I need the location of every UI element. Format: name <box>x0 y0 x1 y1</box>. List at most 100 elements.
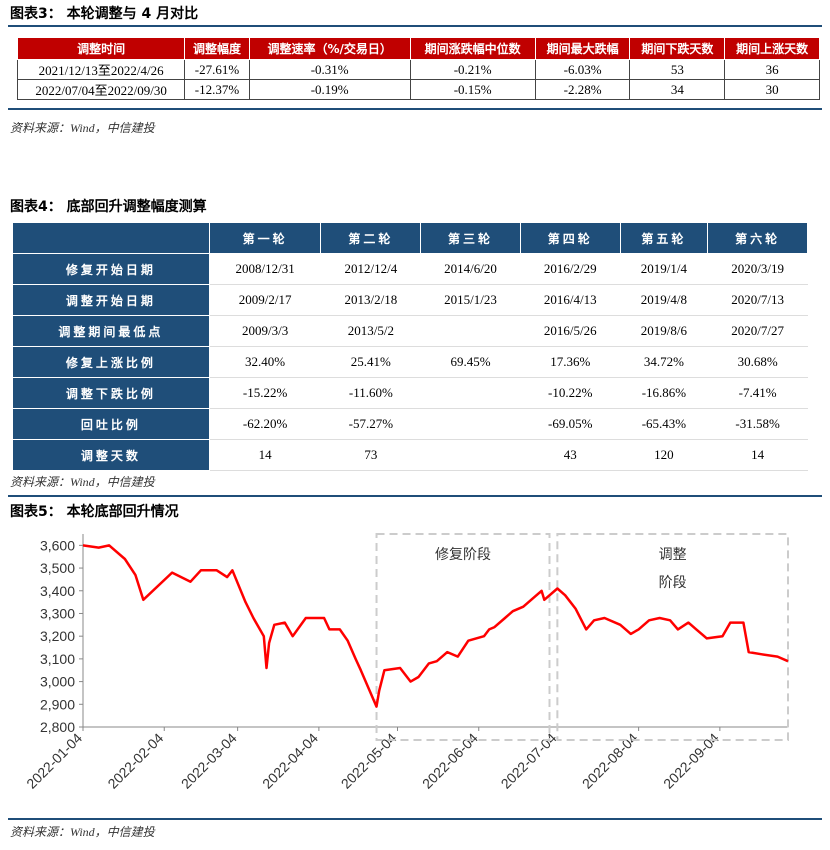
source: 资料来源：Wind，中信建投 <box>10 121 155 135</box>
header-cell: 第四轮 <box>519 222 621 254</box>
series-line <box>82 544 789 708</box>
cell: 2021/12/13至2022/4/26 <box>16 59 186 80</box>
cell: -10.22% <box>519 377 621 409</box>
cell <box>420 377 521 409</box>
cell: 53 <box>629 59 726 80</box>
rule <box>8 818 822 820</box>
cell: 2019/4/8 <box>619 284 709 316</box>
header-cell: 调整速率（%/交易日） <box>248 37 411 60</box>
row: 调整天数 14 73 43 120 14 <box>12 439 808 471</box>
cell: -69.05% <box>519 408 621 440</box>
cell: 2016/2/29 <box>519 253 621 285</box>
fig5-title: 图表5： 本轮底部回升情况 <box>10 504 179 520</box>
x-tick-label: 2022-09-04 <box>660 730 722 792</box>
cell: -11.60% <box>320 377 422 409</box>
x-tick-label: 2022-05-04 <box>338 730 400 792</box>
cell: -7.41% <box>707 377 808 409</box>
x-tick-label: 2022-08-04 <box>579 730 641 792</box>
stage-box <box>556 533 790 741</box>
row: 回吐比例 -62.20% -57.27% -69.05% -65.43% -31.58% <box>12 408 808 440</box>
cell: -2.28% <box>534 79 631 100</box>
cell: 2012/12/4 <box>320 253 422 285</box>
row: 调整期间最低点 2009/3/3 2013/5/2 2016/5/26 2019/8/6… <box>12 315 808 347</box>
row-label: 调整开始日期 <box>12 284 210 316</box>
cell <box>420 439 521 471</box>
annotation: 调整 <box>659 546 687 562</box>
row: 调整下跌比例 -15.22% -11.60% -10.22% -16.86% -7.41% <box>12 377 808 409</box>
header-cell: 期间上涨天数 <box>724 37 820 60</box>
cell: 36 <box>724 59 820 80</box>
header-cell: 期间下跌天数 <box>629 37 726 60</box>
cell: 30.68% <box>707 346 808 378</box>
cell: 14 <box>707 439 808 471</box>
header-cell: 调整幅度 <box>184 37 250 60</box>
rule <box>8 25 822 27</box>
cell: -12.37% <box>184 79 250 100</box>
table-fig3: 调整时间 调整幅度 调整速率（%/交易日） 期间涨跌幅中位数 期间最大跌幅 期间下跌天数期… <box>16 37 820 100</box>
y-tick-label: 3,200 <box>40 628 75 644</box>
header-cell: 调整时间 <box>16 37 186 60</box>
cell: -16.86% <box>619 377 709 409</box>
header-cell: 第三轮 <box>420 222 521 254</box>
cell: 2020/3/19 <box>707 253 808 285</box>
cell: 32.40% <box>208 346 322 378</box>
y-tick-label: 3,000 <box>40 674 75 690</box>
y-tick-label: 3,100 <box>40 651 75 667</box>
cell <box>420 408 521 440</box>
cell: 2016/5/26 <box>519 315 621 347</box>
cell: 69.45% <box>420 346 521 378</box>
row: 2021/12/13至2022/4/26 -27.61% -0.31% -0.21% -… <box>16 59 820 80</box>
cell: -62.20% <box>208 408 322 440</box>
row: 2022/07/04至2022/09/30 -12.37% -0.19% -0.15%… <box>16 79 820 100</box>
cell: 2016/4/13 <box>519 284 621 316</box>
cell: -31.58% <box>707 408 808 440</box>
cell: 17.36% <box>519 346 621 378</box>
cell: -0.21% <box>409 59 536 80</box>
table-fig4: 第一轮 第二轮 第三轮 第四轮 第五轮 第六轮 修复开始日期 2008/12/31 2012/1… <box>12 222 808 471</box>
row-label: 调整下跌比例 <box>12 377 210 409</box>
row-label: 调整期间最低点 <box>12 315 210 347</box>
fig4-title: 图表4： 底部回升调整幅度测算 <box>10 199 207 215</box>
stage-box <box>375 533 551 741</box>
cell: 30 <box>724 79 820 100</box>
row-label: 回吐比例 <box>12 408 210 440</box>
corner <box>12 222 210 254</box>
rule <box>8 108 822 110</box>
header-cell: 第一轮 <box>208 222 322 254</box>
header-row: 第一轮 第二轮 第三轮 第四轮 第五轮 第六轮 <box>12 222 808 254</box>
cell: -65.43% <box>619 408 709 440</box>
cell: -6.03% <box>534 59 631 80</box>
fig3-title: 图表3： 本轮调整与 4 月对比 <box>10 6 199 22</box>
y-tick-label: 3,300 <box>40 605 75 621</box>
cell: 2020/7/27 <box>707 315 808 347</box>
source: 资料来源：Wind，中信建投 <box>10 475 155 489</box>
x-tick-label: 2022-03-04 <box>178 730 240 792</box>
cell <box>420 315 521 347</box>
header-cell: 第二轮 <box>320 222 422 254</box>
cell: -0.19% <box>248 79 411 100</box>
header-row: 调整时间 调整幅度 调整速率（%/交易日） 期间涨跌幅中位数 期间最大跌幅 期间下跌天数期… <box>16 37 820 60</box>
cell: 2014/6/20 <box>420 253 521 285</box>
x-tick-label: 2022-04-04 <box>259 730 321 792</box>
row-label: 修复开始日期 <box>12 253 210 285</box>
cell: 34 <box>629 79 726 100</box>
cell: 25.41% <box>320 346 422 378</box>
cell: 2022/07/04至2022/09/30 <box>16 79 186 100</box>
cell: 2015/1/23 <box>420 284 521 316</box>
cell: 2009/3/3 <box>208 315 322 347</box>
cell: 2013/2/18 <box>320 284 422 316</box>
cell: 43 <box>519 439 621 471</box>
cell: -0.31% <box>248 59 411 80</box>
row-label: 调整天数 <box>12 439 210 471</box>
rule <box>8 495 822 497</box>
source: 资料来源：Wind，中信建投 <box>10 825 155 839</box>
cell: 34.72% <box>619 346 709 378</box>
annotation: 阶段 <box>659 574 687 590</box>
y-tick-label: 2,900 <box>40 696 75 712</box>
cell: 73 <box>320 439 422 471</box>
header-cell: 期间最大跌幅 <box>534 37 631 60</box>
x-tick-label: 2022-06-04 <box>419 730 481 792</box>
cell: 120 <box>619 439 709 471</box>
cell: 2019/1/4 <box>619 253 709 285</box>
